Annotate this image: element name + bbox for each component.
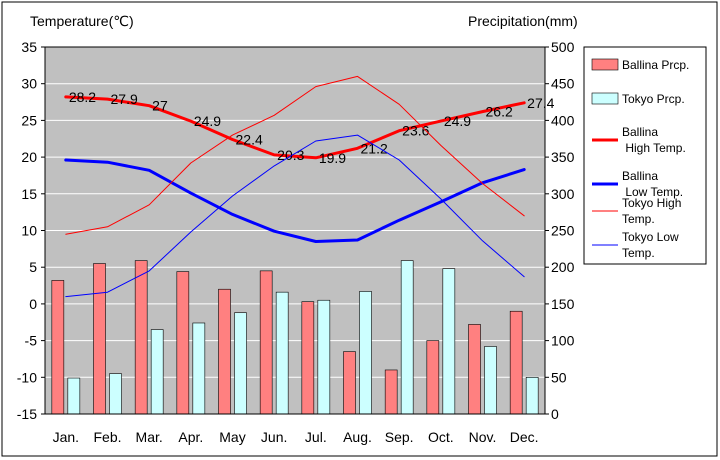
legend-label-line: Tokyo Low bbox=[622, 230, 679, 244]
bar bbox=[150, 329, 164, 415]
bar bbox=[275, 291, 289, 415]
bar bbox=[176, 271, 190, 415]
legend-label-line: Low Temp. bbox=[622, 185, 683, 199]
legend-label-line: Temp. bbox=[622, 212, 655, 226]
left-tick-label: 20 bbox=[21, 149, 37, 165]
right-tick-label: 350 bbox=[551, 149, 575, 165]
bar bbox=[343, 351, 356, 415]
right-axis-label: Precipitation(mm) bbox=[468, 13, 578, 29]
left-tick-label: 15 bbox=[21, 186, 37, 202]
right-tick-label: 400 bbox=[551, 112, 575, 128]
right-tick-label: 150 bbox=[551, 296, 575, 312]
data-label: 22.4 bbox=[236, 131, 263, 147]
series-line bbox=[64, 158, 526, 243]
left-tick-label: -5 bbox=[25, 333, 38, 349]
right-tick-label: 450 bbox=[551, 76, 575, 92]
bar bbox=[525, 376, 539, 415]
left-tick-label: 10 bbox=[21, 223, 37, 239]
left-tick-label: 35 bbox=[21, 39, 37, 55]
bar bbox=[468, 324, 481, 415]
left-tick-label: -10 bbox=[17, 369, 37, 385]
x-tick-label: Feb. bbox=[93, 429, 121, 445]
series-line bbox=[65, 75, 525, 235]
bar bbox=[301, 301, 315, 415]
legend-label: Tokyo Prcp. bbox=[622, 92, 685, 106]
legend-label-line: Ballina bbox=[622, 169, 658, 183]
left-tick-label: -15 bbox=[17, 406, 37, 422]
bar bbox=[426, 340, 440, 415]
right-tick-label: 500 bbox=[551, 39, 575, 55]
data-label: 19.9 bbox=[319, 150, 346, 166]
bar bbox=[400, 260, 414, 415]
data-label: 24.9 bbox=[194, 113, 221, 129]
left-axis-label: Temperature(℃) bbox=[30, 13, 134, 29]
legend: Ballina Prcp. Tokyo Prcp. Ballina High Tem… bbox=[583, 46, 707, 265]
legend-label: Ballina Low Temp. bbox=[622, 169, 683, 199]
bar bbox=[109, 373, 122, 415]
right-tick-label: 200 bbox=[551, 259, 575, 275]
legend-swatch bbox=[591, 58, 619, 71]
data-label: 21.2 bbox=[361, 140, 388, 156]
x-tick-label: Dec. bbox=[510, 429, 539, 445]
x-tick-label: Sep. bbox=[385, 429, 414, 445]
bar bbox=[359, 291, 372, 415]
legend-label-line: Ballina Prcp. bbox=[622, 58, 689, 72]
bar bbox=[93, 263, 106, 415]
x-tick-label: May bbox=[219, 429, 245, 445]
bar bbox=[67, 377, 81, 415]
bar bbox=[442, 268, 456, 415]
data-label: 20.3 bbox=[277, 147, 304, 163]
legend-label: Ballina High Temp. bbox=[622, 125, 686, 155]
data-label: 26.2 bbox=[486, 104, 513, 120]
bar bbox=[218, 288, 231, 415]
data-label: 23.6 bbox=[402, 123, 429, 139]
plot-area: 28.2 27.9 27 24.9 22.4 20.3 19.9 21.2 23.6 24.9 26… bbox=[17, 39, 575, 445]
bar bbox=[192, 322, 206, 415]
legend-swatch bbox=[591, 92, 619, 105]
series-line bbox=[65, 134, 525, 298]
legend-label-line: Tokyo Prcp. bbox=[622, 92, 685, 106]
right-tick-label: 250 bbox=[551, 223, 575, 239]
bar bbox=[484, 346, 497, 415]
x-tick-label: Apr. bbox=[178, 429, 203, 445]
left-tick-label: 5 bbox=[29, 259, 37, 275]
bar bbox=[317, 299, 331, 415]
bar bbox=[384, 369, 398, 415]
right-tick-label: 100 bbox=[551, 333, 575, 349]
bar bbox=[234, 312, 247, 415]
x-tick-label: Mar. bbox=[136, 429, 163, 445]
legend-label: Ballina Prcp. bbox=[622, 58, 689, 72]
x-tick-label: Jan. bbox=[53, 429, 79, 445]
bar bbox=[51, 280, 65, 415]
x-tick-label: Nov. bbox=[469, 429, 497, 445]
bar bbox=[259, 270, 273, 415]
legend-label-line: Temp. bbox=[622, 246, 655, 260]
legend-label-line: High Temp. bbox=[622, 141, 686, 155]
legend-box bbox=[583, 46, 707, 265]
data-label: 27.4 bbox=[527, 95, 554, 111]
right-tick-label: 50 bbox=[551, 369, 567, 385]
bar bbox=[134, 260, 148, 415]
legend-label-line: Tokyo High bbox=[622, 196, 681, 210]
bar bbox=[509, 310, 523, 415]
left-tick-label: 0 bbox=[29, 296, 37, 312]
x-tick-label: Jul. bbox=[305, 429, 327, 445]
data-label: 28.2 bbox=[69, 89, 96, 105]
x-tick-label: Oct. bbox=[428, 429, 454, 445]
x-tick-label: Jun. bbox=[261, 429, 287, 445]
right-tick-label: 300 bbox=[551, 186, 575, 202]
left-tick-label: 25 bbox=[21, 112, 37, 128]
data-label: 27.9 bbox=[111, 91, 138, 107]
legend-label-line: Ballina bbox=[622, 125, 658, 139]
right-tick-label: 0 bbox=[551, 406, 559, 422]
legend-label: Tokyo Low Temp. bbox=[622, 230, 679, 260]
series-line bbox=[64, 95, 526, 160]
data-label: 24.9 bbox=[444, 113, 471, 129]
left-tick-label: 30 bbox=[21, 76, 37, 92]
data-label: 27 bbox=[152, 98, 168, 114]
x-tick-label: Aug. bbox=[343, 429, 372, 445]
legend-label: Tokyo High Temp. bbox=[622, 196, 681, 226]
